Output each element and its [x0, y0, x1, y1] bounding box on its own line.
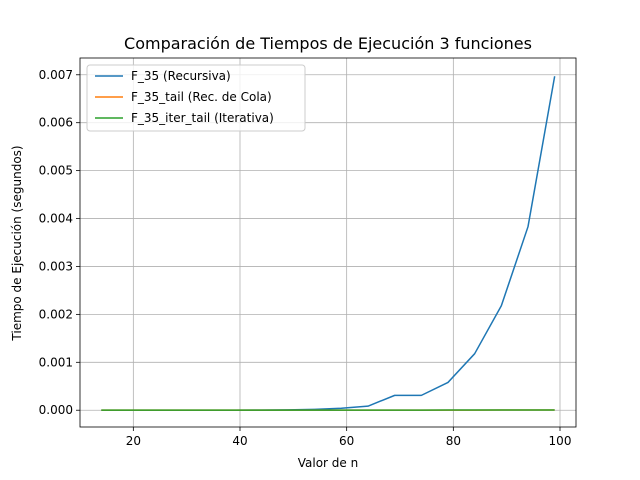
y-tick-label: 0.000: [39, 403, 73, 417]
legend-entry-label: F_35_tail (Rec. de Cola): [131, 90, 272, 104]
legend: F_35 (Recursiva) F_35_tail (Rec. de Cola)…: [86, 64, 306, 132]
legend-box: [86, 64, 306, 132]
y-axis-ticks: 0.000 0.001 0.002 0.003 0.004 0.005 0.006 0.007: [39, 68, 80, 417]
x-tick-label: 20: [126, 434, 141, 448]
y-tick-label: 0.007: [39, 68, 73, 82]
chart-title: Comparación de Tiempos de Ejecución 3 fu…: [124, 34, 532, 53]
y-tick-label: 0.005: [39, 164, 73, 178]
y-tick-label: 0.002: [39, 307, 73, 321]
y-tick-label: 0.004: [39, 212, 73, 226]
x-tick-label: 60: [339, 434, 354, 448]
x-axis-label: Valor de n: [298, 456, 358, 470]
y-tick-label: 0.006: [39, 116, 73, 130]
x-tick-label: 80: [446, 434, 461, 448]
x-tick-label: 100: [549, 434, 572, 448]
x-tick-label: 40: [232, 434, 247, 448]
y-axis-label: Tiempo de Ejecución (segundos): [10, 145, 24, 341]
y-tick-label: 0.001: [39, 355, 73, 369]
series-lines: [101, 76, 556, 411]
axes-frame: [79, 57, 577, 428]
x-axis-ticks: 20 40 60 80 100: [126, 427, 572, 448]
legend-entry-label: F_35 (Recursiva): [131, 69, 231, 83]
grid: [80, 58, 576, 427]
legend-entry-label: F_35_iter_tail (Iterativa): [131, 111, 274, 125]
y-tick-label: 0.003: [39, 259, 73, 273]
